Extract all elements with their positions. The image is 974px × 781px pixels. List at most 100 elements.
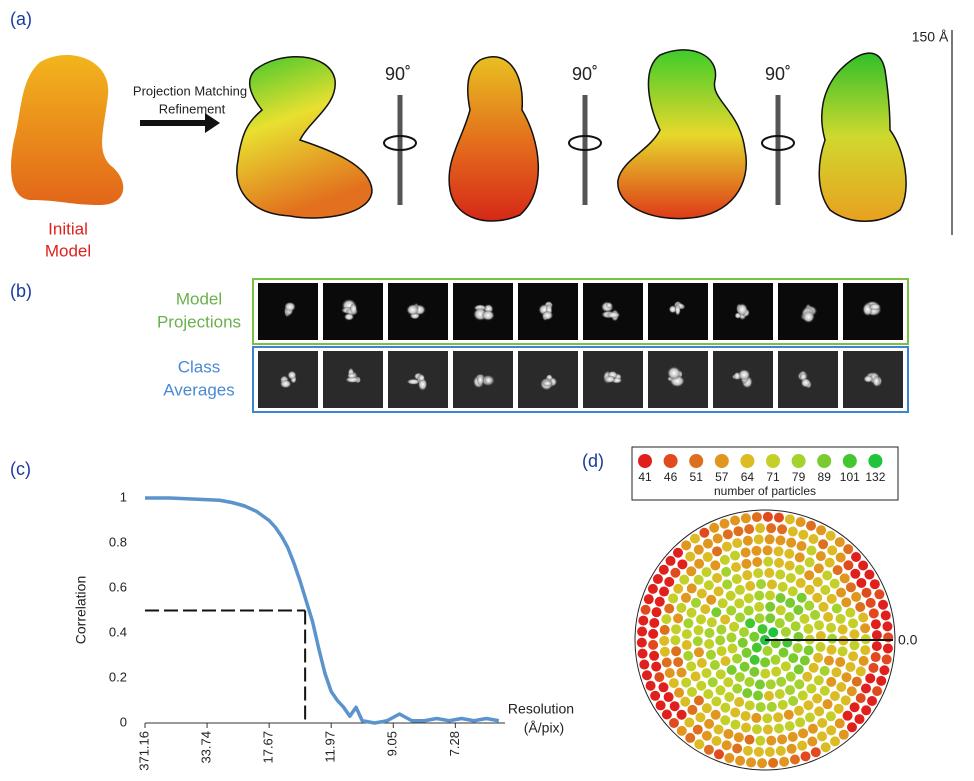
orientation-dot [739, 627, 749, 637]
fsc-curve [145, 498, 499, 723]
orientation-dot [734, 598, 744, 608]
orientation-dot [722, 740, 732, 750]
row-label: Projections [157, 312, 241, 331]
orientation-dot [802, 672, 812, 682]
orientation-dot [671, 646, 681, 656]
orientation-dot [864, 570, 874, 580]
orientation-dot [673, 613, 683, 623]
orientation-dot [882, 621, 892, 631]
orientation-dot [797, 741, 807, 751]
orientation-dot [693, 725, 703, 735]
orientation-dot [669, 718, 679, 728]
orientation-dot [721, 656, 731, 666]
orientation-dot [732, 654, 742, 664]
particle [800, 378, 811, 388]
orientation-dot [702, 731, 712, 741]
particle [863, 375, 873, 383]
x-tick-label: 11.97 [323, 731, 338, 763]
orientation-dot [778, 700, 788, 710]
orientation-dot [741, 548, 751, 558]
orientation-dot [706, 595, 716, 605]
orientation-dot [681, 593, 691, 603]
orientation-dot [763, 557, 773, 567]
orientation-dot [637, 627, 647, 637]
legend-swatch [715, 454, 729, 468]
orientation-dot [762, 713, 772, 723]
orientation-dot [673, 657, 683, 667]
orientation-dot [674, 688, 684, 698]
orientation-dot [820, 585, 830, 595]
orientation-dot [735, 612, 745, 622]
orientation-dot [682, 640, 692, 650]
orientation-dot [666, 556, 676, 566]
orientation-dot [726, 591, 736, 601]
panel-label: (a) [10, 9, 32, 29]
orientation-dot [714, 586, 724, 596]
orientation-dot [695, 712, 705, 722]
orientation-dot [804, 645, 814, 655]
orientation-dot [775, 535, 785, 545]
orientation-dot [764, 691, 774, 701]
orientation-dot [659, 565, 669, 575]
orientation-dot [711, 710, 721, 720]
orientation-dot [768, 758, 778, 768]
orientation-dot [745, 735, 755, 745]
orientation-dot [790, 755, 800, 765]
legend-value: 51 [690, 470, 704, 484]
orientation-dot [709, 523, 719, 533]
y-tick-label: 0.8 [109, 534, 127, 549]
orientation-dot [785, 685, 795, 695]
orientation-dot [785, 514, 795, 524]
orientation-dot [805, 557, 815, 567]
orientation-dot [712, 736, 722, 746]
orientation-dot [691, 598, 701, 608]
orientation-dot [860, 645, 870, 655]
orientation-dot [807, 737, 817, 747]
orientation-dot [694, 575, 704, 585]
orientation-dot [835, 537, 845, 547]
orientation-dot [793, 605, 803, 615]
legend-value: 57 [715, 470, 729, 484]
orientation-dot [742, 648, 752, 658]
orientation-dot [722, 579, 732, 589]
orientation-dot [691, 671, 701, 681]
particle [604, 375, 616, 383]
orientation-dot [766, 736, 776, 746]
orientation-dot [752, 512, 762, 522]
orientation-dot [808, 534, 818, 544]
orientation-dot [839, 730, 849, 740]
orientation-dot [843, 544, 853, 554]
orientation-dot [683, 618, 693, 628]
orientation-dot [726, 606, 736, 616]
particle [872, 375, 880, 387]
orientation-dot [785, 721, 795, 731]
legend-value: 41 [638, 470, 652, 484]
orientation-dot [750, 655, 760, 665]
orientation-dot [723, 529, 733, 539]
orientation-dot [681, 540, 691, 550]
orientation-dot [644, 594, 654, 604]
orientation-dot [784, 710, 794, 720]
orientation-dot [871, 652, 881, 662]
orientation-dot [712, 546, 722, 556]
orientation-dot [721, 567, 731, 577]
particle [542, 311, 554, 321]
y-axis-title: Correlation [73, 576, 89, 644]
orientation-dot [670, 701, 680, 711]
particle [418, 374, 425, 382]
orientation-dot [694, 559, 704, 569]
orientation-dot [744, 677, 754, 687]
orientation-dot [849, 629, 859, 639]
orientation-dot [870, 579, 880, 589]
orientation-dot [774, 558, 784, 568]
orientation-dot [775, 689, 785, 699]
orientation-dot [744, 593, 754, 603]
orientation-dot [755, 736, 765, 746]
orientation-dot [809, 663, 819, 673]
orientation-dot [703, 539, 713, 549]
orientation-dot [661, 614, 671, 624]
orientation-dot [677, 710, 687, 720]
orientation-dot [830, 579, 840, 589]
orientation-dot [755, 613, 765, 623]
orientation-dot [774, 724, 784, 734]
